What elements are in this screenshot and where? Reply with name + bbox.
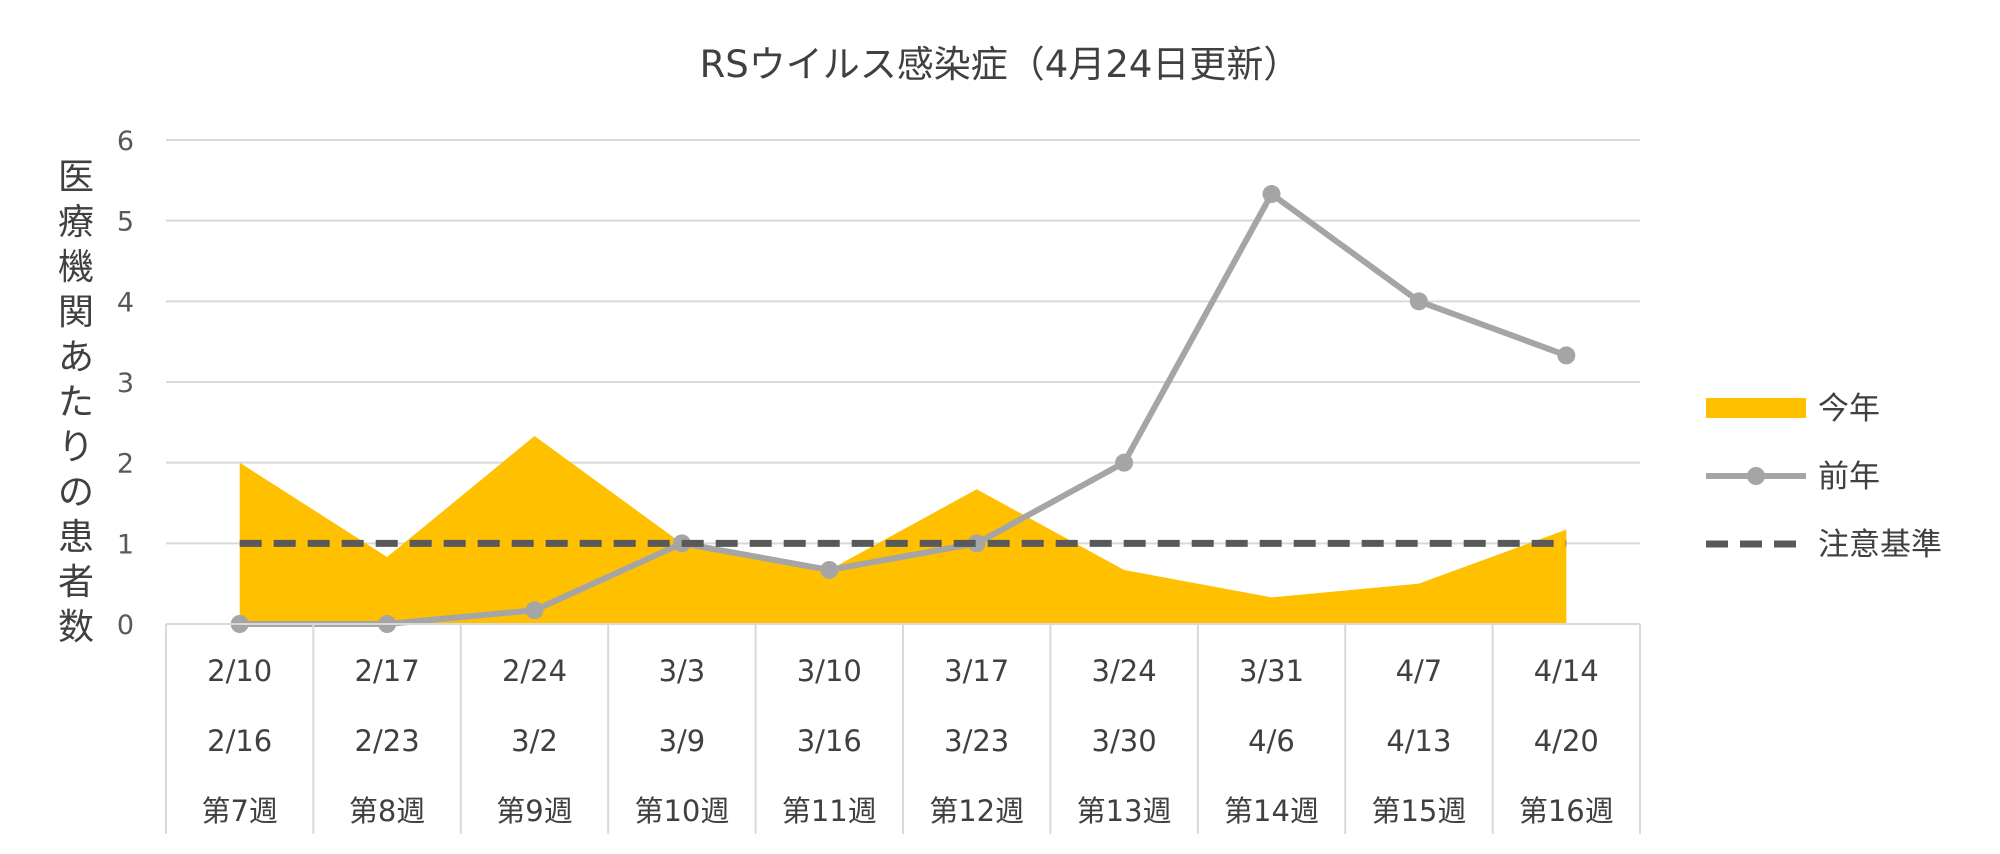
point-前年-7: [1262, 185, 1281, 204]
x-tick-label-start-3: 3/3: [659, 654, 706, 688]
x-tick-label-end-8: 4/13: [1386, 724, 1451, 758]
x-tick-label-end-4: 3/16: [797, 724, 862, 758]
x-tick-label-end-7: 4/6: [1248, 724, 1295, 758]
y-axis-label: 医療機関あたりの患者数: [57, 157, 94, 648]
x-tick-label-start-0: 2/10: [207, 654, 272, 688]
chart-title: RSウイルス感染症（4月24日更新）: [699, 43, 1301, 86]
x-tick-label-end-5: 3/23: [944, 724, 1009, 758]
gridlines: [166, 139, 1640, 545]
y-tick-label-3: 3: [117, 368, 134, 399]
x-tick-label-week-6: 第13週: [1077, 794, 1172, 828]
point-前年-2: [525, 601, 544, 620]
x-tick-label-start-4: 3/10: [797, 654, 862, 688]
point-前年-6: [1115, 453, 1134, 472]
x-tick-label-start-5: 3/17: [944, 654, 1009, 688]
y-tick-label-4: 4: [117, 287, 134, 318]
x-tick-label-end-0: 2/16: [207, 724, 272, 758]
y-tick-label-0: 0: [117, 610, 134, 641]
x-tick-label-week-9: 第16週: [1519, 794, 1614, 828]
x-tick-label-week-2: 第9週: [496, 794, 572, 828]
legend-marker-前年: [1747, 467, 1765, 485]
area-今年: [239, 436, 1567, 624]
x-tick-label-week-1: 第8週: [349, 794, 425, 828]
x-tick-label-start-2: 2/24: [502, 654, 567, 688]
point-前年-9: [1557, 346, 1576, 365]
x-tick-label-week-7: 第14週: [1224, 794, 1319, 828]
x-tick-label-end-1: 2/23: [355, 724, 420, 758]
x-tick-label-week-3: 第10週: [634, 794, 729, 828]
x-tick-label-week-4: 第11週: [782, 794, 877, 828]
point-前年-4: [820, 560, 839, 579]
x-tick-label-end-9: 4/20: [1534, 724, 1599, 758]
x-tick-label-end-2: 3/2: [511, 724, 558, 758]
x-tick-label-week-5: 第12週: [929, 794, 1024, 828]
x-tick-label-start-7: 3/31: [1239, 654, 1304, 688]
x-tick-label-end-6: 3/30: [1092, 724, 1157, 758]
x-tick-label-start-9: 4/14: [1534, 654, 1599, 688]
area-series: [239, 436, 1567, 624]
x-tick-label-end-3: 3/9: [659, 724, 706, 758]
x-tick-label-start-1: 2/17: [355, 654, 420, 688]
point-前年-8: [1409, 292, 1428, 311]
legend-label-注意基準: 注意基準: [1818, 527, 1942, 563]
legend-label-前年: 前年: [1818, 459, 1880, 495]
y-tick-label-1: 1: [117, 529, 134, 560]
y-tick-label-2: 2: [117, 449, 134, 480]
line-前年: [239, 191, 1568, 627]
x-tick-label-start-6: 3/24: [1092, 654, 1157, 688]
point-前年-5: [967, 534, 986, 553]
x-tick-label-week-8: 第15週: [1371, 794, 1466, 828]
axes: 0 1 2 3 4 5 6 2/10 2/16 第7週 2/17 2/23 第8週 2/24 3/2 第9週 3…: [117, 126, 1641, 834]
y-tick-label-6: 6: [117, 126, 134, 157]
legend-swatch-今年: [1706, 398, 1806, 418]
x-tick-label-week-0: 第7週: [201, 794, 277, 828]
y-tick-label-5: 5: [117, 207, 134, 238]
legend-label-今年: 今年: [1818, 391, 1880, 427]
x-tick-label-start-8: 4/7: [1396, 654, 1443, 688]
